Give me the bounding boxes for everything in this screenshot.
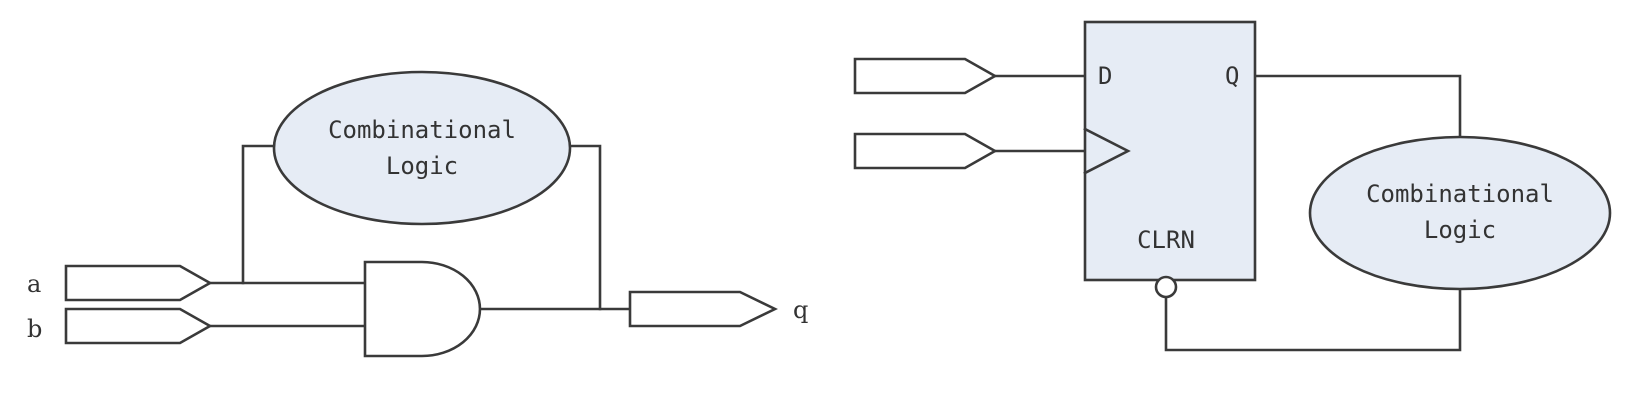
left-wires (208, 144, 632, 328)
right-circuit: D Q CLRN Combinational Logic (853, 20, 1612, 352)
wire-logic-to-clrn (1164, 287, 1462, 352)
logic-label-left-line1: Combinational (328, 116, 516, 144)
clrn-inversion-bubble-icon (1154, 275, 1178, 299)
input-b-label: b (27, 315, 42, 343)
clock-triangle-icon (1083, 127, 1131, 175)
right-wires (993, 74, 1462, 352)
wire-a-to-logic (241, 144, 277, 285)
combinational-logic-block-left (272, 70, 572, 226)
input-port-a (64, 264, 213, 302)
d-flipflop (1083, 20, 1257, 282)
left-circuit: a b Combinational Logic q (27, 70, 808, 358)
d-input-port (853, 57, 998, 95)
combinational-logic-block-right (1308, 135, 1612, 291)
and-gate (363, 260, 482, 358)
wire-logic-to-output (568, 144, 602, 311)
input-a-label: a (27, 270, 41, 298)
output-q-label: q (793, 296, 808, 324)
input-port-b (64, 307, 213, 345)
logic-label-left-line2: Logic (386, 152, 458, 180)
logic-label-right-line1: Combinational (1366, 180, 1554, 208)
logic-label-right-line2: Logic (1424, 216, 1496, 244)
clock-input-port (853, 132, 998, 170)
output-port-q (628, 290, 778, 328)
q-pin-label: Q (1225, 62, 1239, 90)
clrn-pin-label: CLRN (1137, 226, 1195, 254)
wire-q-to-logic (1253, 74, 1462, 139)
d-pin-label: D (1098, 62, 1112, 90)
